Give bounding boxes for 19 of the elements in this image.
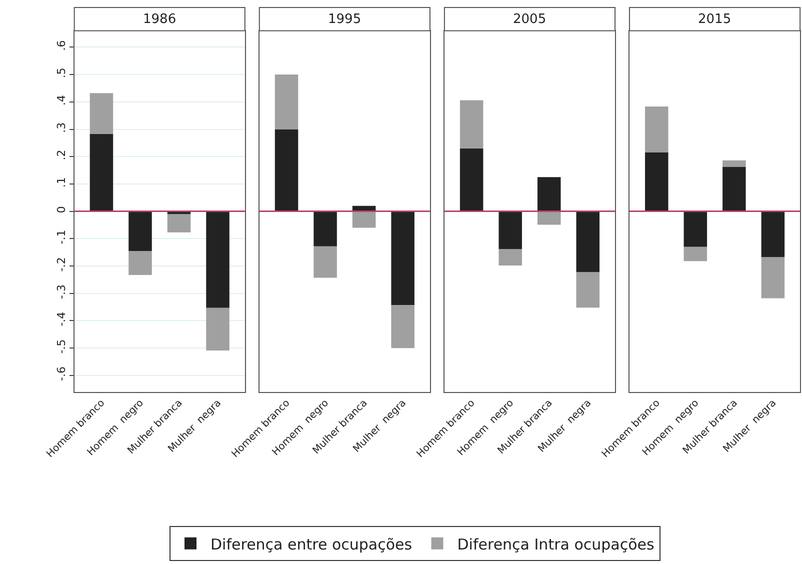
- y-tick-label: .4: [54, 95, 68, 106]
- y-tick-label: .2: [54, 150, 68, 160]
- y-tick-label: -.3: [54, 284, 68, 299]
- chart-title: 1995: [328, 12, 362, 27]
- y-tick-label: 0: [54, 206, 68, 214]
- legend-label: Diferença entre ocupações: [210, 535, 412, 554]
- y-tick-label: .1: [54, 177, 68, 188]
- chart-title: 2005: [513, 12, 546, 27]
- chart-title: 2015: [698, 12, 732, 27]
- chart-title: 1986: [143, 12, 176, 27]
- y-tick-label: .3: [54, 122, 68, 133]
- legend-label: Diferença Intra ocupações: [457, 535, 654, 554]
- y-tick-label: -.6: [54, 366, 68, 382]
- y-tick-label: -.4: [54, 312, 68, 326]
- y-tick-label: .6: [54, 40, 68, 51]
- y-tick-label: -.1: [54, 230, 68, 244]
- y-tick-label: -.5: [54, 339, 68, 354]
- y-tick-label: -.2: [54, 257, 68, 272]
- y-tick-label: .5: [54, 68, 68, 78]
